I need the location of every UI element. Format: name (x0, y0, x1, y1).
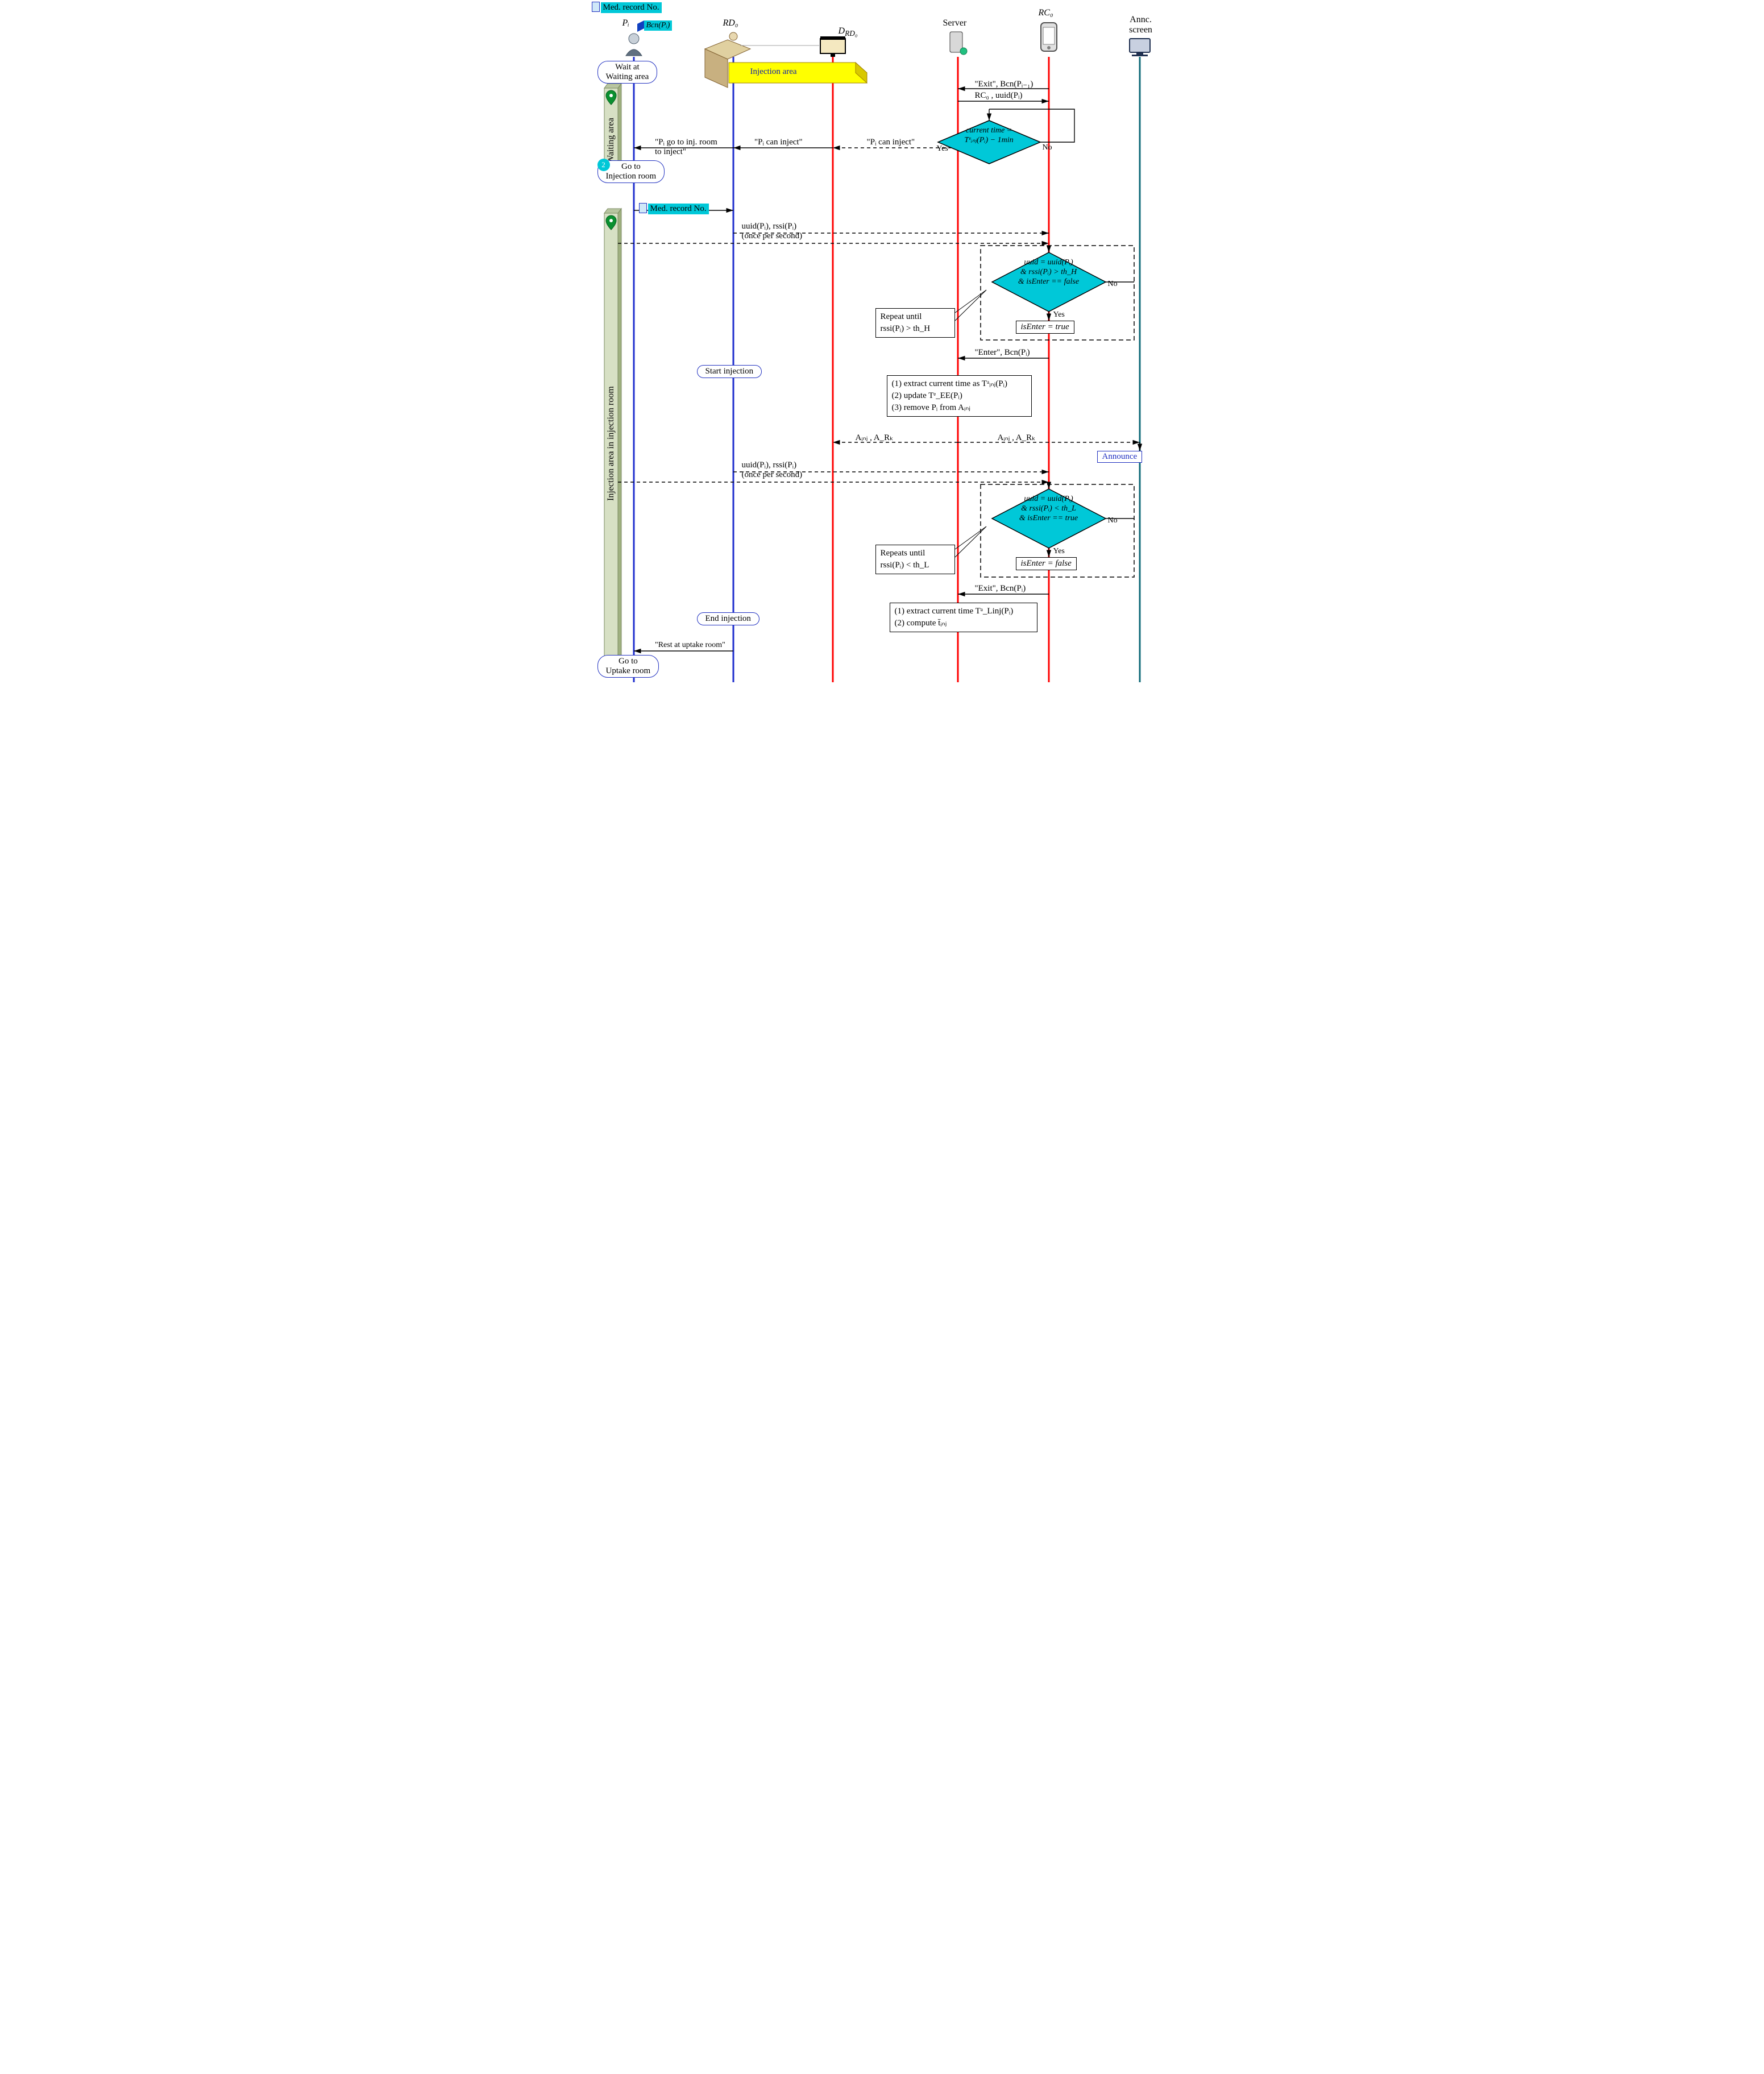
lane-label-rc: RC₀ (1039, 8, 1053, 18)
diagram-svg (588, 0, 1176, 691)
note-n-repeat-h: Repeat untilrssi(Pᵢ) > th_H (875, 308, 955, 338)
arrow-label-can-inject-rd: "Pᵢ can inject" (754, 138, 803, 147)
bcn-label: Bcn(Pᵢ) (644, 20, 673, 31)
lane-label-rd: RD₀ (723, 18, 738, 28)
step-badge-2: 2 (597, 159, 610, 171)
action-d-enter: isEnter = true (1016, 321, 1074, 334)
arrow-label-uuid-rssi-2: uuid(Pᵢ), rssi(Pᵢ)(once per second) (742, 461, 803, 480)
arrow-label-ainj-left: Aᵢₙⱼ , A_Rₖ (856, 432, 894, 443)
diamond-d-exit: uuid = uuid(Pᵢ)& rssi(Pᵢ) < th_L& isEnte… (1000, 495, 1098, 523)
yes-label: Yes (1053, 310, 1065, 320)
diamond-d-enter: uuid = uuid(Pᵢ)& rssi(Pᵢ) > th_H& isEnte… (1000, 258, 1098, 287)
yes-label: Yes (1053, 547, 1065, 556)
state-go-uptake: Go toUptake room (597, 655, 659, 678)
announce-box: Announce (1097, 451, 1143, 463)
arrow-label-exit-bcn: "Exit", Bcn(Pᵢ) (975, 584, 1026, 594)
diamond-d-time: current time =Tᵉᵢₙⱼ(Pᵢ) − 1min (946, 126, 1032, 146)
state-wait-waiting: Wait atWaiting area (597, 61, 658, 84)
lane-label-d: DRD₀ (839, 26, 858, 38)
yes-label: Yes (937, 144, 948, 154)
arrow-label-exit-prev: "Exit", Bcn(Pᵢ₋₁) (975, 78, 1034, 89)
injection-area-label: Injection area (750, 67, 797, 77)
arrow-label-rest-uptake: "Rest at uptake room" (655, 641, 725, 650)
arrow-label-go-inject-msg: "Pᵢ go to inj. roomto inject" (655, 138, 717, 157)
arrow-label-rc-uuid: RC₀ , uuid(Pᵢ) (975, 91, 1023, 101)
no-label: No (1108, 280, 1118, 289)
med-record-top: Med. record No. (601, 2, 662, 13)
note-n-repeat-l: Repeats untilrssi(Pᵢ) < th_L (875, 545, 955, 574)
doc-icon (592, 2, 600, 12)
note-n-exit-acts: (1) extract current time Tᵃ_Linj(Pᵢ)(2) … (890, 603, 1037, 632)
track-label-injection: Injection area in injection room (606, 236, 616, 651)
arrow-label-ainj-right: Aᵢₙⱼ , A_Rₖ (998, 432, 1036, 443)
lane-label-p: Pᵢ (622, 18, 629, 28)
med-record-mid: Med. record No. (648, 204, 709, 214)
action-d-exit: isEnter = false (1016, 557, 1077, 570)
arrow-label-uuid-rssi-1: uuid(Pᵢ), rssi(Pᵢ)(once per second) (742, 222, 803, 241)
lane-label-annc: Annc.screen (1124, 15, 1158, 35)
note-n-enter-acts: (1) extract current time as Tᵃᵢₙⱼ(Pᵢ)(2)… (887, 375, 1032, 417)
arrow-label-can-inject-d: "Pᵢ can inject" (867, 138, 915, 147)
diagram-canvas: Waiting areaInjection area in injection … (588, 0, 1176, 691)
arrow-label-enter-bcn: "Enter", Bcn(Pᵢ) (975, 348, 1030, 358)
doc-icon (639, 203, 647, 213)
state-end-inj: End injection (697, 612, 759, 625)
lane-label-server: Server (943, 18, 967, 28)
no-label: No (1108, 516, 1118, 525)
no-label: No (1043, 143, 1052, 152)
state-start-inj: Start injection (697, 365, 762, 378)
